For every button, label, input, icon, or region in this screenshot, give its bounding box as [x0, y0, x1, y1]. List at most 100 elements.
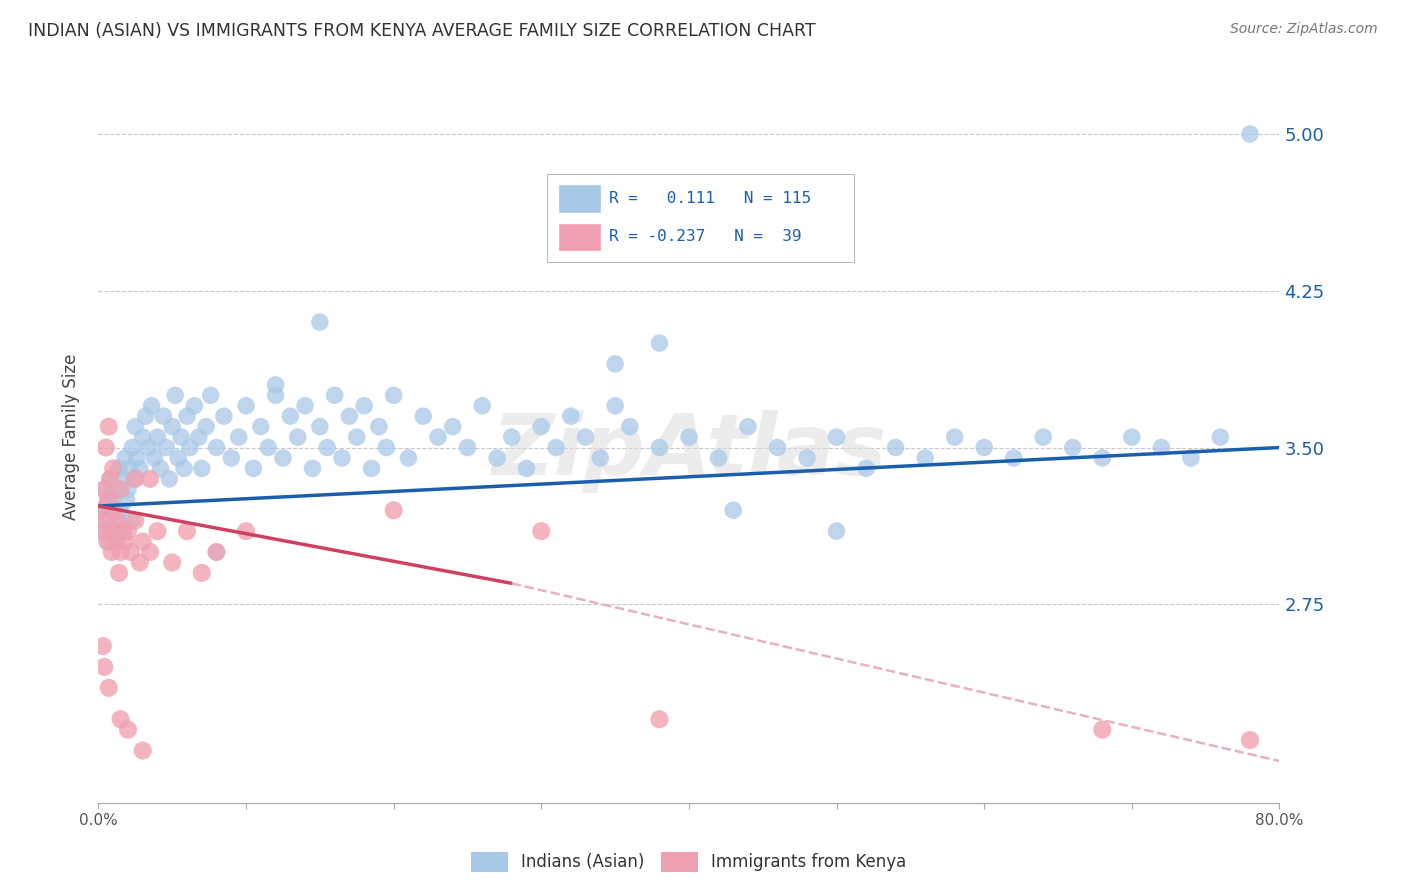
Point	[104, 524, 127, 538]
Point	[125, 450, 148, 465]
Point	[91, 524, 114, 538]
Point	[825, 430, 848, 444]
Point	[575, 430, 598, 444]
Point	[1239, 733, 1261, 747]
Point	[111, 524, 134, 538]
Point	[97, 492, 120, 507]
Point	[104, 503, 127, 517]
Point	[723, 503, 745, 517]
Point	[90, 503, 112, 517]
Point	[943, 430, 966, 444]
Legend: Indians (Asian), Immigrants from Kenya: Indians (Asian), Immigrants from Kenya	[464, 845, 914, 879]
Y-axis label: Average Family Size: Average Family Size	[62, 354, 80, 520]
Point	[530, 524, 553, 538]
Point	[191, 566, 214, 580]
Point	[486, 450, 509, 465]
Point	[97, 681, 120, 695]
Point	[973, 441, 995, 455]
Point	[382, 503, 405, 517]
Point	[90, 503, 112, 517]
Point	[111, 472, 134, 486]
Point	[139, 545, 162, 559]
Point	[382, 388, 405, 402]
Point	[97, 419, 120, 434]
Point	[200, 388, 222, 402]
Point	[441, 419, 464, 434]
Point	[1091, 450, 1114, 465]
Point	[301, 461, 323, 475]
Point	[457, 441, 479, 455]
Point	[309, 315, 332, 329]
Point	[138, 441, 160, 455]
Point	[98, 472, 121, 486]
Point	[737, 419, 759, 434]
Point	[825, 524, 848, 538]
Point	[132, 534, 155, 549]
Point	[141, 399, 163, 413]
Point	[97, 534, 120, 549]
Point	[128, 461, 150, 475]
Point	[93, 483, 115, 497]
Point	[124, 514, 146, 528]
Point	[264, 388, 287, 402]
Point	[242, 461, 264, 475]
Point	[179, 441, 201, 455]
Point	[96, 534, 118, 549]
Point	[183, 399, 205, 413]
Point	[96, 492, 118, 507]
Point	[235, 399, 257, 413]
Point	[146, 524, 169, 538]
Point	[766, 441, 789, 455]
Point	[221, 450, 243, 465]
Point	[176, 409, 198, 424]
Point	[110, 503, 132, 517]
Point	[212, 409, 235, 424]
Point	[287, 430, 309, 444]
Point	[103, 492, 125, 507]
Point	[339, 409, 361, 424]
Point	[648, 336, 671, 351]
Point	[176, 524, 198, 538]
Point	[107, 514, 129, 528]
Point	[205, 545, 228, 559]
Point	[114, 450, 136, 465]
Point	[205, 545, 228, 559]
Point	[264, 377, 287, 392]
Point	[165, 388, 187, 402]
Point	[105, 534, 128, 549]
Point	[589, 450, 612, 465]
Point	[108, 461, 131, 475]
Point	[368, 419, 391, 434]
Text: Source: ZipAtlas.com: Source: ZipAtlas.com	[1230, 22, 1378, 37]
Point	[162, 556, 183, 570]
Point	[143, 450, 166, 465]
Point	[121, 441, 143, 455]
Point	[115, 492, 138, 507]
Point	[105, 483, 128, 497]
Point	[1032, 430, 1054, 444]
Point	[471, 399, 494, 413]
Point	[112, 524, 135, 538]
Point	[271, 450, 294, 465]
Point	[128, 556, 150, 570]
Point	[91, 639, 114, 653]
Point	[250, 419, 273, 434]
Point	[124, 419, 146, 434]
Point	[120, 545, 142, 559]
Point	[117, 524, 139, 538]
Point	[139, 472, 162, 486]
Point	[1239, 127, 1261, 141]
Bar	[560, 224, 600, 250]
Point	[360, 461, 382, 475]
Point	[1180, 450, 1202, 465]
Point	[294, 399, 316, 413]
Point	[132, 743, 155, 757]
Point	[707, 450, 730, 465]
Text: ZipAtlas: ZipAtlas	[491, 410, 887, 493]
Bar	[560, 186, 600, 211]
Point	[796, 450, 818, 465]
Point	[170, 430, 193, 444]
Point	[427, 430, 450, 444]
Point	[114, 534, 136, 549]
Point	[235, 524, 257, 538]
